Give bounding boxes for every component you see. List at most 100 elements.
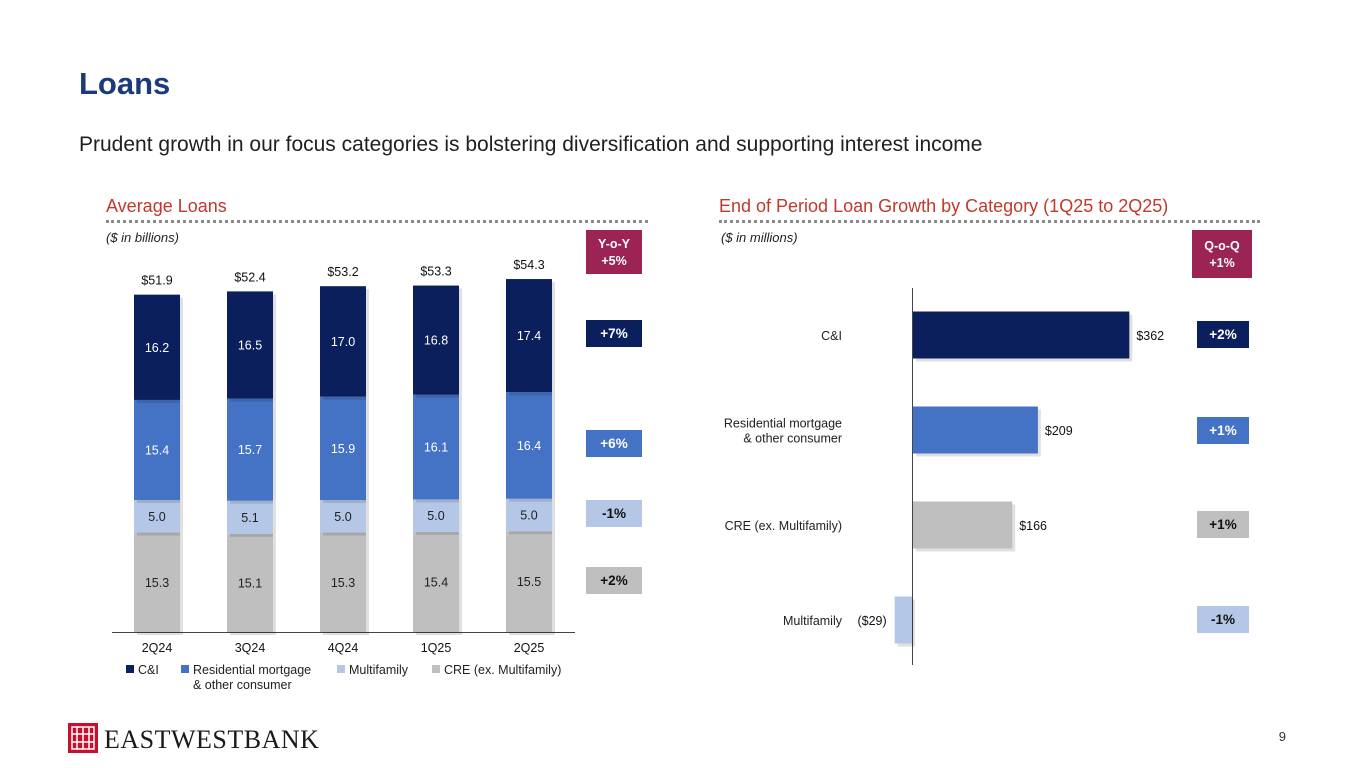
- yoy-badge-residential: +6%: [586, 430, 642, 457]
- bar-segment-multifamily: [320, 500, 366, 533]
- legend-item-cre: CRE (ex. Multifamily): [432, 663, 561, 678]
- segment-label-residential: 16.4: [517, 439, 541, 453]
- segment-label-ci: 16.5: [238, 339, 262, 353]
- x-tick-label: 4Q24: [328, 641, 359, 655]
- right-units: ($ in millions): [721, 230, 798, 245]
- legend-label-ci: C&I: [138, 663, 159, 677]
- segment-label-residential: 15.9: [331, 442, 355, 456]
- qoq-badge-cre: +1%: [1197, 511, 1249, 538]
- qoq-header-badge: Q-o-Q +1%: [1192, 230, 1252, 278]
- qoq-badge-multifamily: -1%: [1197, 606, 1249, 633]
- bar-segment-multifamily: [134, 500, 180, 533]
- x-tick-label: 2Q25: [514, 641, 545, 655]
- left-units: ($ in billions): [106, 230, 179, 245]
- legend-swatch-residential: [181, 665, 189, 673]
- bar-segment-ci: [506, 279, 552, 393]
- segment-label-cre: 15.1: [238, 576, 262, 590]
- segment-label-cre: 15.4: [424, 575, 448, 589]
- segment-label-multifamily: 5.0: [334, 510, 351, 524]
- bank-logo-text: EASTWESTBANK: [104, 725, 320, 754]
- legend-swatch-ci: [126, 665, 134, 673]
- qoq-badge-residential: +1%: [1197, 417, 1249, 444]
- hbar-value-label-ci: $362: [1136, 329, 1164, 343]
- right-divider: [719, 220, 1260, 223]
- segment-label-ci: 17.4: [517, 329, 541, 343]
- page-subtitle: Prudent growth in our focus categories i…: [79, 133, 983, 156]
- legend-item-multifamily: Multifamily: [337, 663, 408, 678]
- x-tick-label: 3Q24: [235, 641, 266, 655]
- yoy-badge-multifamily: -1%: [586, 500, 642, 527]
- left-divider: [106, 220, 648, 223]
- page-number: 9: [1278, 729, 1286, 744]
- bar-segment-cre: [134, 532, 180, 632]
- bar-segment-cre: [227, 533, 273, 632]
- segment-label-residential: 15.4: [145, 444, 169, 458]
- bar-segment-ci: [134, 294, 180, 400]
- legend-item-ci: C&I: [126, 663, 159, 678]
- bar-segment-ci: [413, 285, 459, 395]
- category-label-cre: CRE (ex. Multifamily): [725, 519, 842, 533]
- bar-segment-cre: [320, 532, 366, 632]
- legend-label-residential-2: & other consumer: [193, 678, 292, 692]
- right-section-title: End of Period Loan Growth by Category (1…: [719, 196, 1169, 216]
- bar-segment-residential: [227, 398, 273, 501]
- yoy-badge-cre: +2%: [586, 567, 642, 594]
- category-label-ci: C&I: [821, 329, 842, 343]
- bar-segment-residential: [413, 394, 459, 500]
- hbar-residential: [913, 406, 1038, 454]
- bank-logo-icon: [68, 723, 98, 753]
- segment-label-multifamily: 5.1: [241, 511, 258, 525]
- bar-segment-cre: [413, 531, 459, 632]
- segment-label-multifamily: 5.0: [427, 509, 444, 523]
- bar-segment-ci: [227, 291, 273, 399]
- bar-total-label: $52.4: [234, 270, 265, 284]
- hbar-value-label-residential: $209: [1045, 424, 1073, 438]
- legend-swatch-multifamily: [337, 665, 345, 673]
- segment-label-residential: 15.7: [238, 443, 262, 457]
- segment-label-residential: 16.1: [424, 441, 448, 455]
- hbar-ci: [913, 311, 1130, 359]
- bar-segment-multifamily: [227, 500, 273, 534]
- qoq-badge-ci: +2%: [1197, 321, 1249, 348]
- bar-segment-residential: [506, 392, 552, 499]
- bar-segment-residential: [134, 399, 180, 501]
- bar-total-label: $51.9: [141, 274, 172, 288]
- segment-label-ci: 16.8: [424, 334, 448, 348]
- legend-label-multifamily: Multifamily: [349, 663, 409, 677]
- category-label-residential: & other consumer: [743, 432, 842, 446]
- segment-label-cre: 15.5: [517, 575, 541, 589]
- legend-label-residential: Residential mortgage: [193, 663, 312, 677]
- segment-label-multifamily: 5.0: [148, 510, 165, 524]
- bar-segment-ci: [320, 286, 366, 397]
- bar-total-label: $53.2: [327, 265, 358, 279]
- qoq-header-label: Q-o-Q: [1204, 239, 1240, 253]
- x-tick-label: 2Q24: [142, 641, 173, 655]
- bar-segment-residential: [320, 396, 366, 501]
- legend-label-cre: CRE (ex. Multifamily): [444, 663, 562, 677]
- qoq-header-value: +1%: [1209, 256, 1235, 270]
- yoy-header-label: Y-o-Y: [598, 237, 630, 251]
- bar-segment-multifamily: [506, 498, 552, 532]
- yoy-header-value: +5%: [601, 254, 627, 268]
- left-section-title: Average Loans: [106, 196, 227, 216]
- segment-label-multifamily: 5.0: [520, 509, 537, 523]
- legend-item-residential: Residential mortgage & other consumer: [181, 663, 311, 693]
- bar-segment-cre: [506, 531, 552, 632]
- category-label-multifamily: Multifamily: [783, 614, 843, 628]
- segment-label-ci: 16.2: [145, 341, 169, 355]
- yoy-header-badge: Y-o-Y +5%: [586, 230, 642, 274]
- legend-swatch-cre: [432, 665, 440, 673]
- segment-label-cre: 15.3: [331, 576, 355, 590]
- hbar-multifamily: [894, 596, 912, 644]
- hbar-value-label-multifamily: ($29): [857, 614, 886, 628]
- bar-total-label: $54.3: [513, 258, 544, 272]
- hbar-cre: [913, 501, 1013, 549]
- page-title: Loans: [79, 66, 171, 101]
- yoy-badge-ci: +7%: [586, 320, 642, 347]
- segment-label-ci: 17.0: [331, 335, 355, 349]
- segment-label-cre: 15.3: [145, 576, 169, 590]
- x-tick-label: 1Q25: [421, 641, 452, 655]
- bar-total-label: $53.3: [420, 265, 451, 279]
- category-label-residential: Residential mortgage: [724, 417, 842, 431]
